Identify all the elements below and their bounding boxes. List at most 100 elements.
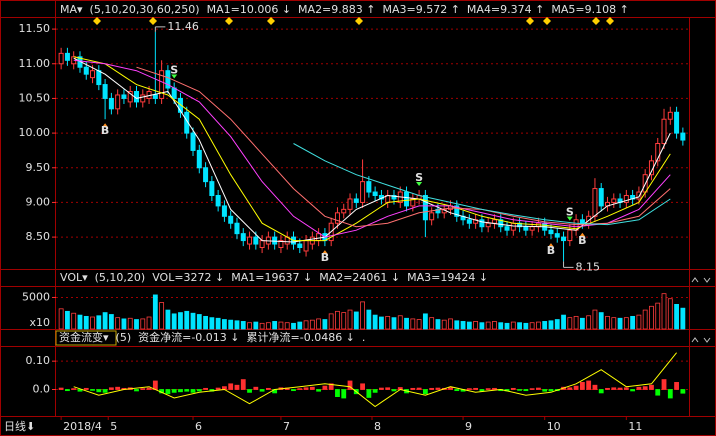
bar: [586, 315, 592, 330]
ma-line: [73, 59, 671, 238]
bar: [171, 313, 177, 330]
candle-body: [636, 191, 642, 200]
candle-body: [347, 198, 353, 210]
bar: [605, 315, 610, 330]
candle-body: [485, 222, 491, 228]
bar: [272, 321, 278, 330]
candle-body: [215, 195, 221, 207]
indicator-name: VOL▾: [60, 271, 88, 284]
candle-body: [454, 205, 460, 217]
bar: [228, 383, 234, 390]
bar: [485, 388, 491, 390]
bar: [309, 319, 315, 330]
bar: [259, 389, 265, 392]
bar: [77, 389, 83, 392]
bar: [586, 380, 592, 390]
signal-arrow: [321, 250, 328, 255]
bar: [96, 389, 102, 393]
bar: [642, 309, 648, 330]
bar: [479, 322, 485, 330]
candle-body: [372, 191, 378, 197]
indicator-value: MA1=19637 ↓: [231, 271, 312, 284]
bar: [240, 379, 246, 390]
x-tick-label: 5: [110, 420, 117, 433]
bar: [366, 309, 372, 330]
candle-body: [334, 212, 340, 224]
bar: [592, 309, 598, 330]
bar: [102, 389, 108, 393]
candle-body: [228, 215, 234, 224]
bar: [391, 317, 397, 330]
candle-body: [303, 240, 309, 252]
candle-body: [579, 219, 585, 224]
bar: [265, 322, 271, 330]
candle-body: [58, 52, 64, 65]
candle-body: [611, 198, 617, 203]
bar: [611, 317, 617, 330]
bar: [309, 386, 315, 390]
bar: [642, 386, 648, 390]
signal-label: B: [321, 251, 329, 264]
indicator-params: (5,10,20,30,60,250): [90, 3, 200, 16]
bar: [190, 389, 196, 393]
indicator-value: 资金净流=-0.013 ↓: [138, 330, 239, 344]
candle-body: [554, 233, 560, 238]
bar: [649, 305, 654, 330]
candle-body: [366, 181, 372, 193]
signal-label: B: [578, 234, 586, 247]
x-tick-label: 2018/4: [63, 420, 102, 433]
bar: [178, 389, 183, 393]
bar: [234, 384, 240, 390]
bar: [322, 319, 328, 330]
bar: [165, 389, 171, 395]
bar: [592, 384, 598, 390]
y-tick-label: 11.00: [19, 57, 51, 70]
indicator-value: MA5=9.108 ↑: [551, 3, 628, 16]
bar: [416, 387, 422, 390]
bar: [83, 387, 89, 390]
bar: [536, 387, 541, 390]
bar: [108, 314, 114, 330]
bar: [636, 386, 642, 390]
candle-body: [297, 243, 303, 249]
bar: [190, 312, 196, 330]
x-tick-label: 8: [374, 420, 381, 433]
bar: [127, 317, 133, 330]
bar: [422, 313, 428, 330]
bar: [196, 389, 202, 392]
bar: [385, 315, 391, 330]
candle-body: [259, 240, 265, 249]
bar: [215, 387, 221, 390]
scroll-button[interactable]: [691, 277, 711, 283]
bar: [240, 321, 246, 330]
bar: [492, 321, 497, 330]
candle-body: [404, 191, 410, 207]
diamond: [225, 17, 233, 25]
signal-arrow: [579, 232, 586, 237]
bar: [529, 322, 535, 330]
candle-body: [655, 143, 661, 162]
indicator-selector[interactable]: [55, 330, 117, 346]
bar: [404, 317, 409, 330]
bar: [328, 313, 334, 330]
candle-body: [127, 90, 133, 103]
candle-body: [341, 208, 347, 214]
scroll-button[interactable]: [691, 337, 711, 343]
x-tick-label: 10: [547, 420, 561, 433]
bar: [435, 319, 441, 330]
bar: [71, 312, 77, 330]
bar: [102, 312, 108, 330]
indicator-value: MA2=24061 ↓: [319, 271, 400, 284]
candle-body: [102, 84, 108, 99]
bar: [548, 389, 554, 392]
bar: [410, 318, 416, 330]
bar: [146, 316, 152, 330]
bar: [303, 320, 309, 330]
bar: [680, 307, 686, 330]
bar: [335, 389, 340, 397]
bar: [65, 310, 70, 330]
candle-body: [598, 188, 604, 207]
bar: [655, 389, 661, 396]
period-selector[interactable]: 日线⬇: [4, 419, 35, 433]
